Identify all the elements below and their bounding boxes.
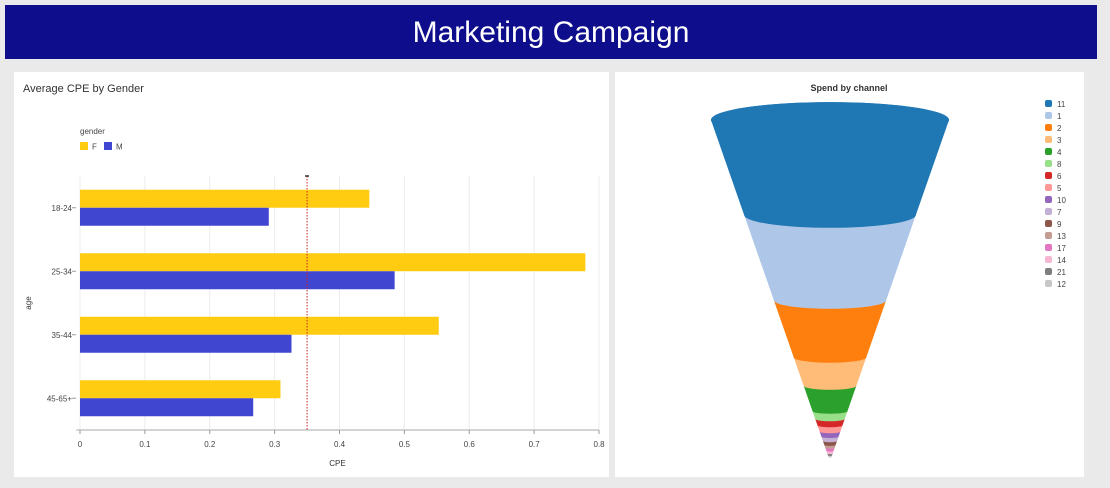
funnel-legend-swatch-2 xyxy=(1045,124,1052,131)
legend-label-f: F xyxy=(92,143,97,152)
y-axis-label: age xyxy=(24,296,33,310)
funnel-legend-swatch-21 xyxy=(1045,268,1052,275)
x-tick-label: 0.4 xyxy=(334,440,346,449)
x-tick-label: 0.1 xyxy=(139,440,151,449)
funnel-legend-swatch-12 xyxy=(1045,280,1052,287)
bar-m-18-24 xyxy=(80,207,269,226)
funnel-segment-1 xyxy=(744,202,916,309)
page-title: Marketing Campaign xyxy=(412,16,690,49)
funnel-legend-label-17: 17 xyxy=(1057,244,1066,253)
funnel-legend-label-9: 9 xyxy=(1057,220,1062,229)
y-tick-label: 35-44 xyxy=(52,331,73,340)
x-tick-label: 0.6 xyxy=(464,440,476,449)
legend-swatch-m xyxy=(104,142,112,150)
funnel-legend-swatch-6 xyxy=(1045,172,1052,179)
bar-f-25-34 xyxy=(80,253,586,272)
funnel-legend-label-13: 13 xyxy=(1057,232,1066,241)
legend-swatch-f xyxy=(80,142,88,150)
y-tick-label: 18-24 xyxy=(52,204,73,213)
funnel-title: Spend by channel xyxy=(810,83,887,93)
funnel-legend-label-12: 12 xyxy=(1057,280,1066,289)
y-tick-label: 45-65+ xyxy=(47,394,72,403)
bar-m-25-34 xyxy=(80,271,395,290)
funnel-legend-label-1: 1 xyxy=(1057,112,1062,121)
x-tick-label: 0.2 xyxy=(204,440,216,449)
funnel-legend-label-5: 5 xyxy=(1057,184,1062,193)
funnel-legend-swatch-17 xyxy=(1045,244,1052,251)
funnel-segment-4 xyxy=(803,381,857,414)
legend-label-m: M xyxy=(116,143,123,152)
funnel-legend-swatch-10 xyxy=(1045,196,1052,203)
bar-m-45-65+ xyxy=(80,398,254,417)
bar-f-45-65+ xyxy=(80,380,281,399)
funnel-legend-label-11: 11 xyxy=(1057,100,1066,109)
funnel-legend-label-7: 7 xyxy=(1057,208,1062,217)
funnel-legend-swatch-13 xyxy=(1045,232,1052,239)
bar-f-18-24 xyxy=(80,189,370,208)
funnel-legend-label-6: 6 xyxy=(1057,172,1062,181)
funnel-legend-swatch-14 xyxy=(1045,256,1052,263)
x-axis-label: CPE xyxy=(329,459,345,468)
funnel-legend-label-21: 21 xyxy=(1057,268,1066,277)
funnel-legend-label-4: 4 xyxy=(1057,148,1062,157)
funnel-legend-label-2: 2 xyxy=(1057,124,1062,133)
funnel-legend-label-14: 14 xyxy=(1057,256,1066,265)
bar-m-35-44 xyxy=(80,334,292,353)
funnel-segment-2 xyxy=(773,291,887,363)
funnel-legend-swatch-7 xyxy=(1045,208,1052,215)
funnel-legend-swatch-1 xyxy=(1045,112,1052,119)
bar-f-35-44 xyxy=(80,316,439,335)
x-tick-label: 0 xyxy=(78,440,83,449)
funnel-legend-swatch-8 xyxy=(1045,160,1052,167)
funnel-top-cap xyxy=(711,102,949,138)
funnel-legend-swatch-5 xyxy=(1045,184,1052,191)
funnel-legend-label-8: 8 xyxy=(1057,160,1062,169)
x-tick-label: 0.7 xyxy=(529,440,541,449)
x-tick-label: 0.3 xyxy=(269,440,281,449)
funnel-legend-label-10: 10 xyxy=(1057,196,1066,205)
funnel-legend-swatch-11 xyxy=(1045,100,1052,107)
cpe-bar-chart: gender F M 0 0.1 0.2 0.3 0.4 0.5 0.6 0.7 0.8 18-24 25… xyxy=(24,127,605,468)
x-tick-label: 0.5 xyxy=(399,440,411,449)
cpe-chart-title: Average CPE by Gender xyxy=(23,83,144,95)
spend-chart-panel: Spend by channel 11 1 2 3 4 8 6 5 10 7 9 13 17 14 21 12 xyxy=(615,72,1084,477)
cpe-chart-panel: Average CPE by Gender gender F M 0 0.1 0.2 0.3… xyxy=(14,72,609,477)
header-bar: Marketing Campaign xyxy=(5,5,1097,59)
y-tick-label: 25-34 xyxy=(52,267,73,276)
x-tick-label: 0.8 xyxy=(593,440,605,449)
funnel-legend-swatch-4 xyxy=(1045,148,1052,155)
funnel-legend-label-3: 3 xyxy=(1057,136,1062,145)
funnel-legend-swatch-9 xyxy=(1045,220,1052,227)
funnel-legend-swatch-3 xyxy=(1045,136,1052,143)
legend-title: gender xyxy=(80,127,105,136)
